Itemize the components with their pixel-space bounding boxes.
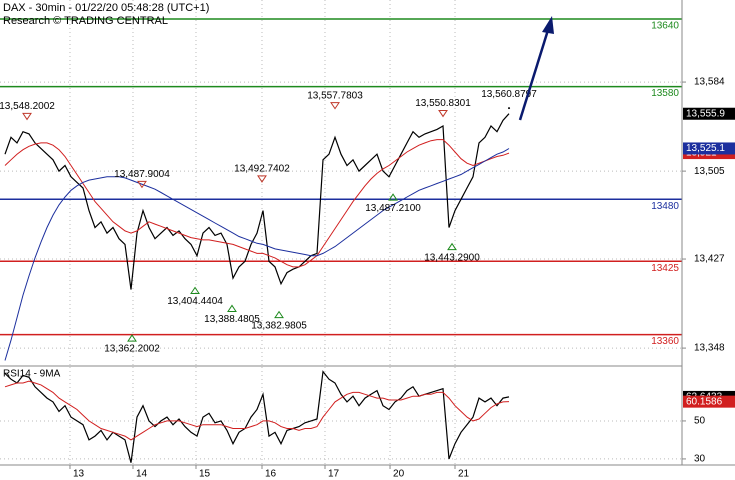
annotation-label: 13,443.2900 (424, 252, 480, 263)
series-line (4, 380, 510, 441)
last-value-label: 13,555.9 (686, 108, 725, 119)
panel-title: RSI14 - 9MA (3, 369, 61, 380)
forecast-arrow-head (542, 16, 554, 34)
x-tick-label: 21 (458, 469, 470, 480)
high-marker (257, 175, 267, 183)
x-tick-label: 17 (328, 469, 340, 480)
y-tick-label: 13,584 (694, 77, 725, 88)
low-marker (274, 310, 284, 319)
low-marker (190, 286, 200, 294)
annotation-point (508, 107, 511, 110)
level-label: 13480 (651, 201, 679, 212)
y-tick-label: 30 (694, 454, 706, 465)
forecast-arrow (518, 29, 550, 121)
last-value-label: 13,525.1 (686, 143, 725, 154)
chart-title: DAX - 30min - 01/22/20 05:48:28 (UTC+1) (3, 2, 209, 14)
annotation-label: 13,550.8301 (415, 98, 471, 109)
y-tick-label: 13,427 (694, 254, 725, 265)
series-line (4, 148, 510, 361)
low-marker (388, 193, 398, 201)
last-value-tag (683, 142, 735, 155)
low-marker (227, 304, 237, 312)
annotation-label: 13,404.4404 (167, 296, 223, 307)
high-marker (22, 112, 32, 121)
series-line (4, 139, 510, 268)
annotation-label: 13,492.7402 (234, 164, 290, 175)
level-label: 13425 (651, 263, 679, 274)
x-tick-label: 15 (199, 469, 211, 480)
annotation-label: 13,487.9004 (114, 169, 170, 180)
high-marker (438, 109, 448, 118)
x-tick-label: 14 (136, 469, 148, 480)
x-tick-label: 16 (265, 469, 277, 480)
last-value-tag (683, 395, 735, 408)
high-marker (137, 180, 147, 189)
annotation-label: 13,382.9805 (251, 320, 307, 331)
level-label: 13360 (651, 336, 679, 347)
annotation-label: 13,388.4805 (204, 314, 260, 325)
annotation-label: 13,548.2002 (0, 101, 55, 112)
annotation-label: 13,557.7803 (307, 90, 363, 101)
x-tick-label: 13 (73, 469, 85, 480)
y-tick-label: 13,505 (694, 166, 725, 177)
last-value-label: 60.1586 (686, 396, 723, 407)
last-value-tag (683, 107, 735, 120)
level-label: 13640 (651, 21, 679, 32)
x-tick-label: 20 (393, 469, 405, 480)
series-line (4, 113, 510, 290)
y-tick-label: 50 (694, 416, 706, 427)
level-label: 13580 (651, 88, 679, 99)
annotation-label: 13,487.2100 (365, 203, 421, 214)
annotation-label: 13,362.2002 (104, 344, 160, 355)
low-marker (127, 334, 137, 342)
y-tick-label: 13,348 (694, 343, 725, 354)
source: Research © TRADING CENTRAL (3, 15, 168, 27)
annotation-label: 13,560.8797 (481, 89, 537, 100)
low-marker (447, 242, 457, 251)
high-marker (330, 102, 340, 110)
